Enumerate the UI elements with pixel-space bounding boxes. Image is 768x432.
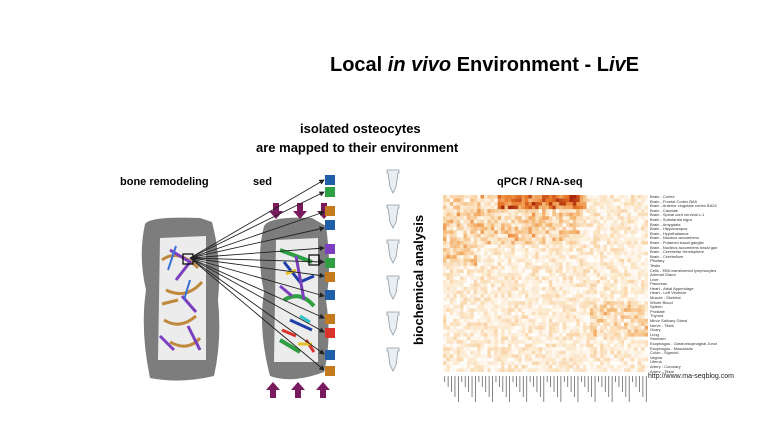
sample-tube (386, 169, 400, 194)
tissue-label: Artery - Coronary (650, 363, 681, 369)
environment-swatch (325, 206, 335, 216)
environment-swatch (325, 290, 335, 300)
tissue-label: Thyroid (650, 313, 664, 319)
tissue-label: Lung (650, 331, 659, 337)
tissue-label: Heart - Left Ventricle (650, 290, 687, 296)
sample-tube (386, 239, 400, 264)
sample-tubes (386, 169, 400, 372)
tissue-label: Spleen (650, 304, 663, 310)
tissue-label: Ovary (650, 327, 661, 333)
tissue-label: Brain - Cortex (650, 195, 675, 199)
tissue-label: Adrenal Gland (650, 272, 676, 278)
tissue-label: Pancreas (650, 281, 667, 287)
tissue-labels: Brain - Cortex Brain - Frontal Cortex BA9… (650, 195, 762, 373)
tissue-label: Brain - Nucleus accumbens (650, 235, 699, 241)
subtitle-line-2: are mapped to their environment (256, 140, 459, 155)
tissue-label: Whole Blood (650, 299, 673, 305)
source-url: http://www.ma-seqblog.com (648, 373, 734, 380)
sed-bone-image (260, 217, 329, 380)
sample-tube (386, 311, 400, 336)
tissue-label: Brain - Hypothalamus (650, 230, 689, 236)
tissue-label: Heart - Atrial Appendage (650, 285, 694, 291)
bone-remodeling-image (141, 217, 220, 381)
tissue-label: Cells - EBV-transformed lymphocytes (650, 267, 717, 273)
tissue-label: Brain - Spinal cord cervical c-1 (650, 212, 705, 218)
tissue-label: Testis (650, 262, 661, 268)
bone-diagram (141, 169, 400, 398)
tissue-label: Brain - Anterior cingulate cortex BA24 (650, 203, 717, 209)
environment-swatch (325, 175, 335, 185)
tissue-label: Brain - Putamen basal ganglia (650, 239, 704, 245)
sample-tube (386, 275, 400, 300)
sed-label: sed (253, 176, 272, 188)
heatmap-column-labels (444, 376, 647, 402)
tissue-label: Brain - Substantia nigra (650, 216, 692, 222)
tissue-label: Colon - Sigmoid (650, 350, 679, 356)
environment-swatch (325, 328, 335, 338)
qpcr-label: qPCR / RNA-seq (497, 176, 583, 188)
tissue-label: Artery - Tibial (650, 368, 674, 373)
sample-tube (386, 204, 400, 229)
tissue-label: Prostate (650, 308, 665, 314)
tissue-label: Brain - Amygdala (650, 221, 681, 227)
tissue-label: Uterus (650, 359, 662, 365)
tissue-label: Brain - Frontal Cortex BA9 (650, 198, 697, 204)
page-title: Local in vivo Environment - LivE (330, 54, 639, 76)
tissue-label: Esophagus - Gastroesophageal Junct (650, 341, 717, 346)
environment-swatch (325, 314, 335, 324)
environment-swatch (325, 272, 335, 282)
sample-tube (386, 347, 400, 372)
tissue-label: Pituitary (650, 258, 665, 264)
tissue-label: Nerve - Tibial (650, 322, 674, 328)
tissue-label: Brain - Cerebellum (650, 253, 684, 259)
environment-swatch (325, 350, 335, 360)
environment-swatch (325, 258, 335, 268)
tissue-label: Muscle - Skeletal (650, 295, 681, 301)
expression-heatmap (443, 195, 648, 372)
tissue-label: Brain - Cerebellar Hemisphere (650, 249, 705, 255)
tissue-label: Brain - Nucleus accumbens basal gan (650, 244, 718, 250)
environment-swatch (325, 187, 335, 197)
subtitle-line-1: isolated osteocytes (300, 121, 421, 136)
tissue-label: Minor Salivary Gland (650, 318, 688, 324)
tissue-label: Stomach (650, 336, 666, 342)
tissue-label: Vagina (650, 354, 663, 360)
environment-swatch (325, 244, 335, 254)
tissue-label: Esophagus - Muscularis (650, 345, 693, 351)
tissue-label: Liver (650, 276, 659, 282)
environment-swatches (325, 175, 335, 376)
bone-remodeling-label: bone remodeling (120, 176, 209, 188)
tissue-label: Brain - Caudate (650, 207, 679, 213)
environment-swatch (325, 366, 335, 376)
environment-swatch (325, 220, 335, 230)
tissue-label: Brain - Hippocampus (650, 226, 688, 232)
